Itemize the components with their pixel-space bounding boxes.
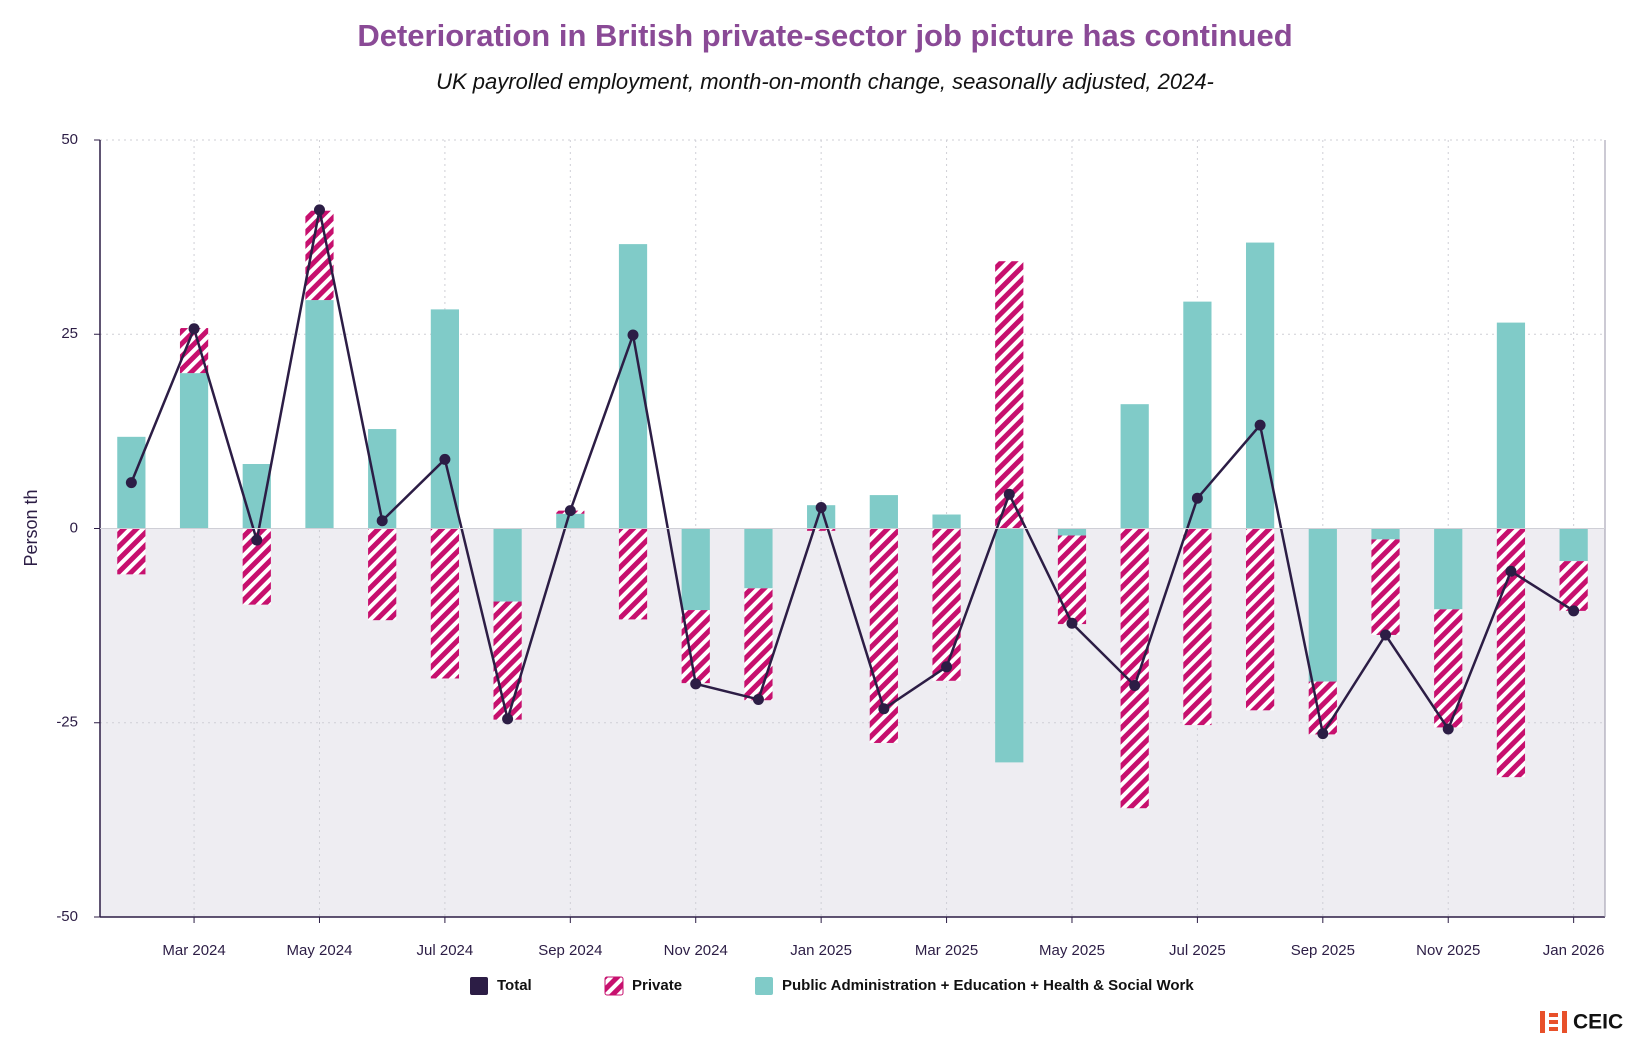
bar: [1120, 528, 1149, 809]
line-marker: [125, 477, 137, 489]
x-tick-label: Jul 2025: [1169, 942, 1226, 959]
line-marker: [1254, 419, 1266, 431]
line-marker: [1129, 679, 1141, 691]
bar: [242, 464, 271, 529]
bar: [1434, 528, 1463, 610]
x-tick-label: Jul 2024: [417, 942, 474, 959]
line-marker: [1380, 629, 1392, 641]
bar: [995, 528, 1024, 763]
line-marker: [564, 505, 576, 517]
bar: [1371, 539, 1400, 635]
bar: [744, 528, 773, 589]
legend-text: Public Administration + Education + Heal…: [782, 977, 1194, 994]
bar: [681, 610, 710, 684]
logo-text: CEIC: [1573, 1011, 1623, 1034]
bar: [1057, 528, 1087, 536]
bar: [1245, 528, 1275, 711]
line-marker: [1317, 728, 1329, 740]
x-tick-label: Jan 2026: [1543, 942, 1605, 959]
logo: CEIC: [1540, 1011, 1623, 1034]
bar: [932, 528, 961, 681]
bar: [1245, 242, 1275, 529]
legend-swatch: [604, 976, 624, 996]
legend-text: Private: [632, 977, 682, 994]
bar: [430, 309, 460, 529]
bar: [493, 528, 522, 602]
legend-text: Total: [497, 977, 532, 994]
line-marker: [1003, 488, 1015, 500]
line-marker: [376, 515, 388, 527]
line: [130, 209, 1575, 737]
bar: [368, 429, 397, 529]
bar: [869, 495, 898, 529]
y-tick-label: -25: [56, 714, 78, 731]
line-marker: [251, 534, 263, 546]
x-tick-label: Nov 2024: [664, 942, 728, 959]
bar: [1183, 301, 1212, 529]
bar: [932, 514, 961, 529]
bar: [618, 528, 648, 620]
x-tick-label: Jan 2025: [790, 942, 852, 959]
line-marker: [878, 703, 890, 715]
bar: [1559, 528, 1588, 562]
line-marker: [815, 502, 827, 514]
x-tick-label: Nov 2025: [1416, 942, 1480, 959]
x-tick-label: Mar 2024: [162, 942, 225, 959]
y-tick-label: 50: [61, 131, 78, 148]
bar: [807, 505, 836, 529]
bar: [681, 528, 710, 611]
bar: [995, 261, 1024, 529]
bar: [368, 528, 397, 621]
line-marker: [1191, 492, 1203, 504]
bar: [807, 528, 836, 531]
y-tick-label: 25: [61, 325, 78, 342]
bar: [1308, 528, 1337, 682]
bar: [179, 373, 209, 529]
line-marker: [1442, 723, 1454, 735]
bar: [1183, 528, 1212, 726]
line-marker: [752, 693, 764, 705]
bar: [1496, 322, 1526, 529]
legend-swatch: [755, 977, 773, 995]
x-tick-label: May 2025: [1039, 942, 1105, 959]
chart-subtitle: UK payrolled employment, month-on-month …: [436, 69, 1214, 94]
line-marker: [439, 453, 451, 465]
bar: [1057, 535, 1087, 625]
line-marker: [941, 661, 953, 673]
bar: [305, 300, 334, 529]
bar: [1559, 561, 1588, 611]
line-marker: [313, 204, 325, 216]
chart-title: Deterioration in British private-sector …: [357, 18, 1292, 53]
bar: [493, 601, 522, 720]
y-tick-label: -50: [56, 908, 78, 925]
legend-swatch: [470, 977, 488, 995]
bar: [1120, 404, 1149, 529]
x-tick-label: May 2024: [287, 942, 353, 959]
line-marker: [1568, 605, 1580, 617]
x-tick-label: Mar 2025: [915, 942, 978, 959]
line-marker: [690, 678, 702, 690]
line-marker: [627, 329, 639, 341]
y-axis-label: Person th: [21, 489, 41, 566]
line-marker: [502, 713, 514, 725]
bar: [430, 528, 460, 679]
line-marker: [1505, 565, 1517, 577]
line-marker: [1066, 617, 1078, 629]
x-tick-label: Sep 2025: [1291, 942, 1355, 959]
bar: [744, 588, 773, 701]
bar: [117, 528, 146, 575]
y-tick-label: 0: [70, 519, 78, 536]
bar: [556, 513, 585, 529]
x-tick-label: Sep 2024: [538, 942, 602, 959]
bar: [1371, 528, 1400, 540]
bar: [1434, 609, 1463, 728]
line-marker: [188, 323, 200, 335]
